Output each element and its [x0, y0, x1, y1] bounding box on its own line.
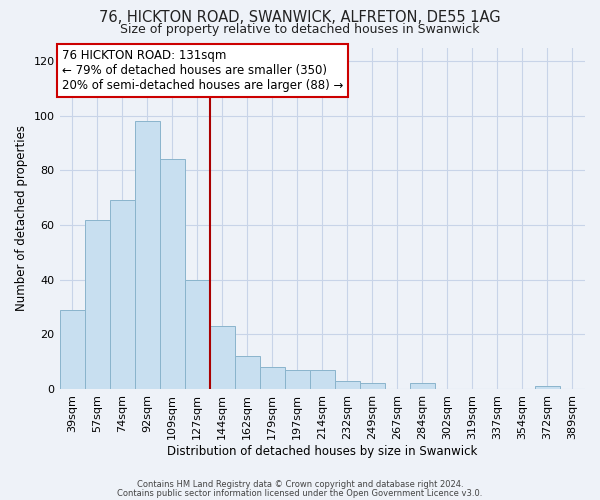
- Bar: [85, 220, 110, 389]
- Bar: [59, 310, 85, 389]
- Text: Contains HM Land Registry data © Crown copyright and database right 2024.: Contains HM Land Registry data © Crown c…: [137, 480, 463, 489]
- Text: Contains public sector information licensed under the Open Government Licence v3: Contains public sector information licen…: [118, 488, 482, 498]
- Bar: [535, 386, 560, 389]
- Y-axis label: Number of detached properties: Number of detached properties: [15, 125, 28, 311]
- Bar: [110, 200, 134, 389]
- Bar: [285, 370, 310, 389]
- Bar: [410, 384, 435, 389]
- Bar: [260, 367, 285, 389]
- Bar: [360, 384, 385, 389]
- Bar: [209, 326, 235, 389]
- Bar: [185, 280, 209, 389]
- Bar: [134, 122, 160, 389]
- Text: Size of property relative to detached houses in Swanwick: Size of property relative to detached ho…: [120, 22, 480, 36]
- Bar: [310, 370, 335, 389]
- Bar: [160, 160, 185, 389]
- Bar: [235, 356, 260, 389]
- Bar: [335, 381, 360, 389]
- Text: 76, HICKTON ROAD, SWANWICK, ALFRETON, DE55 1AG: 76, HICKTON ROAD, SWANWICK, ALFRETON, DE…: [99, 10, 501, 25]
- Text: 76 HICKTON ROAD: 131sqm
← 79% of detached houses are smaller (350)
20% of semi-d: 76 HICKTON ROAD: 131sqm ← 79% of detache…: [62, 49, 344, 92]
- X-axis label: Distribution of detached houses by size in Swanwick: Distribution of detached houses by size …: [167, 444, 478, 458]
